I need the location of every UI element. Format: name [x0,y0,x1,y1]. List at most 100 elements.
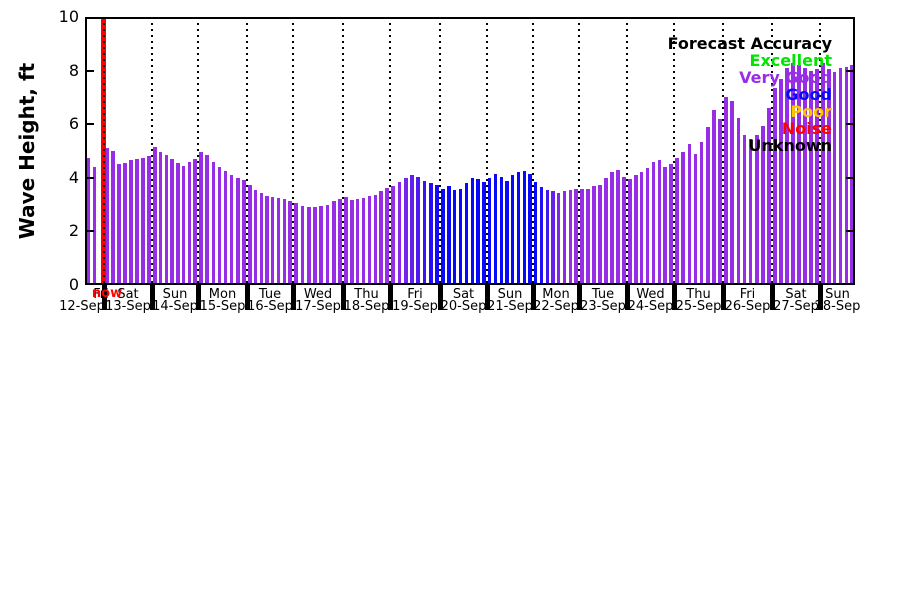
date-label: 27-Sep [773,299,819,314]
wave-bar [164,155,169,285]
wave-bar [416,176,421,285]
y-tick-mark-left [87,123,94,126]
wave-bar [236,177,240,285]
wave-bar [288,201,292,285]
wave-bar [785,67,789,285]
day-boundary-tick [340,285,346,310]
wave-bar [809,70,813,285]
y-tick-label: 4 [68,167,79,187]
wave-bar [276,197,281,285]
legend-item-noise: Noise [781,119,832,138]
date-label: 26-Sep [724,299,771,314]
wave-bar [718,118,722,285]
wave-bar [815,69,819,285]
wave-bar [229,174,234,285]
wave-bar [773,88,777,285]
wave-bar [135,159,139,285]
wave-bar [511,175,515,285]
day-name-label: Fri [93,287,109,302]
wave-bar [628,179,632,285]
day-gridline [626,17,628,285]
day-name-label: Sat [117,287,139,302]
y-tick-mark-right [846,176,853,179]
date-label: 22-Sep [533,299,579,314]
wave-bar [838,67,843,285]
day-name-label: Sun [162,287,188,302]
date-label: 19-Sep [392,299,438,314]
wave-bar [428,183,433,285]
day-boundary-tick [624,285,630,310]
wave-bar [580,188,584,285]
wave-bar [528,173,532,285]
wave-bar [300,205,305,285]
wave-bar [193,159,197,285]
day-boundary-tick [244,285,250,310]
wave-bar [568,189,572,285]
wave-bar [574,188,578,285]
wave-bar [123,163,127,285]
wave-bar [622,176,626,285]
day-gridline [771,17,773,285]
date-label: 12-Sep [59,299,105,314]
day-name-label: Wed [636,287,665,302]
wave-bar [832,71,837,285]
wave-bar [187,161,192,285]
wave-bar [141,157,145,285]
wave-bar [447,185,451,285]
day-boundary-tick [387,285,393,310]
wave-bar [117,164,121,285]
wave-bar [265,195,269,285]
day-name-label: Fri [739,287,756,302]
wave-bar [522,171,526,285]
wave-bar [482,181,486,285]
wave-bar [92,167,97,285]
wave-bar [271,197,275,285]
wave-bar [598,184,602,285]
day-gridline [197,17,199,285]
day-gridline [532,17,534,285]
date-label: 16-Sep [247,299,293,314]
day-name-label: Wed [303,287,333,302]
wave-bar [539,187,544,285]
wave-bar [205,154,209,285]
wave-bar [153,147,157,285]
day-name-label: Mon [208,287,237,302]
wave-bar [211,162,216,285]
day-boundary-tick [437,285,443,310]
wave-bar [645,168,650,285]
wave-bar [410,175,414,285]
day-boundary-tick [769,285,775,310]
wave-bar [361,197,366,285]
wave-bar [748,138,753,285]
wave-bar [844,66,848,285]
y-tick-label: 10 [58,7,79,26]
day-gridline [819,17,821,285]
date-label: 14-Sep [152,299,198,314]
day-gridline [246,17,248,285]
wave-bar [441,188,445,285]
y-tick-mark-left [87,69,94,72]
wave-bar [797,65,801,285]
wave-bar [803,67,807,285]
wave-bar [634,175,638,285]
day-name-label: Thu [354,287,379,302]
wave-bar [331,200,336,285]
wave-bar [639,172,644,285]
wave-bar [344,197,348,285]
wave-bar [397,181,402,285]
wave-bar [223,171,228,285]
day-boundary-tick [720,285,726,310]
day-boundary-tick [484,285,490,310]
date-label: 21-Sep [487,299,533,314]
wave-bar [379,191,383,285]
wave-bar [422,180,427,285]
wave-bar [499,176,503,285]
wave-bar [592,185,596,285]
wave-bar [663,167,667,285]
legend-item-good: Good [785,85,832,104]
wave-bar [435,184,439,285]
y-tick-label: 2 [68,221,79,241]
wave-bar [282,199,286,285]
day-gridline [389,17,391,285]
day-boundary-tick [149,285,155,310]
